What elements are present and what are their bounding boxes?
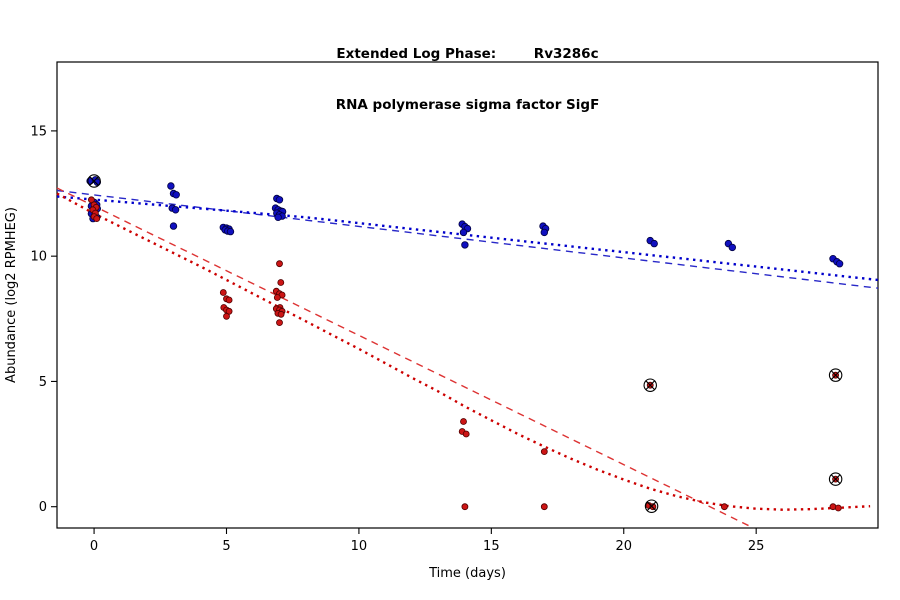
blue-series-point	[171, 206, 180, 214]
blue-series-point	[650, 239, 658, 248]
blue-dotted-fit	[56, 195, 879, 282]
red-series-point	[223, 312, 230, 320]
chart-title: Extended Log Phase: Rv3286c RNA polymera…	[57, 12, 878, 148]
red-series-point	[461, 503, 469, 511]
plot-frame	[56, 61, 879, 529]
red-series-point	[225, 296, 233, 304]
flagged-marker-diagonal	[830, 370, 841, 380]
red-series-point	[277, 279, 285, 286]
blue-series-point	[169, 222, 178, 230]
chart-title-line1: Extended Log Phase: Rv3286c	[336, 46, 599, 62]
y-axis-label: Abundance (log2 RPMHEG)	[4, 207, 19, 383]
red-series-point	[540, 448, 548, 456]
red-series-point	[276, 260, 283, 268]
blue-series-point	[167, 182, 175, 190]
red-series-point	[649, 503, 657, 511]
x-tick-label: 20	[615, 539, 632, 554]
y-tick-label: 10	[30, 250, 47, 265]
red-series-point	[721, 503, 728, 511]
blue-series-point	[540, 228, 548, 237]
x-tick-label: 25	[748, 539, 765, 554]
red-series-point	[540, 503, 548, 511]
y-tick-label: 0	[39, 500, 47, 515]
blue-series-point	[728, 243, 736, 252]
blue-series-point	[275, 196, 284, 204]
blue-series-point	[274, 213, 282, 221]
flagged-marker-diagonal	[645, 380, 656, 390]
blue-dashed-fit	[56, 189, 879, 289]
blue-series-point	[835, 260, 844, 268]
flagged-circle-x-marker	[643, 378, 657, 392]
flagged-marker-diagonal	[89, 176, 99, 186]
x-axis-label: Time (days)	[428, 566, 506, 581]
flagged-marker-diagonal	[646, 501, 657, 511]
chart-title-line2: RNA polymerase sigma factor SigF	[335, 97, 600, 113]
red-dotted-fit	[56, 192, 871, 511]
red-series-point	[460, 418, 467, 425]
red-series-point	[462, 430, 470, 438]
x-tick-label: 0	[90, 539, 98, 554]
blue-series-point	[172, 191, 180, 199]
x-tick-label: 15	[483, 539, 500, 554]
flagged-circle-x-marker	[644, 499, 659, 513]
red-series-point	[276, 319, 283, 327]
red-series-point	[277, 310, 285, 318]
flagged-circle-x-marker	[828, 472, 843, 486]
flagged-marker-diagonal	[830, 474, 841, 484]
red-series-point	[273, 294, 281, 301]
red-series-point	[93, 215, 101, 223]
y-tick-label: 15	[30, 124, 47, 139]
red-series-point	[834, 504, 842, 512]
red-dashed-fit	[56, 187, 754, 529]
flagged-circle-x-marker	[87, 174, 101, 188]
x-tick-label: 5	[222, 539, 230, 554]
y-tick-label: 5	[39, 375, 47, 390]
blue-series-point	[459, 228, 468, 237]
blue-series-point	[461, 241, 469, 249]
x-tick-label: 10	[351, 539, 368, 554]
red-series-point	[219, 289, 227, 296]
blue-series-point	[226, 227, 235, 236]
flagged-circle-x-marker	[828, 368, 843, 382]
